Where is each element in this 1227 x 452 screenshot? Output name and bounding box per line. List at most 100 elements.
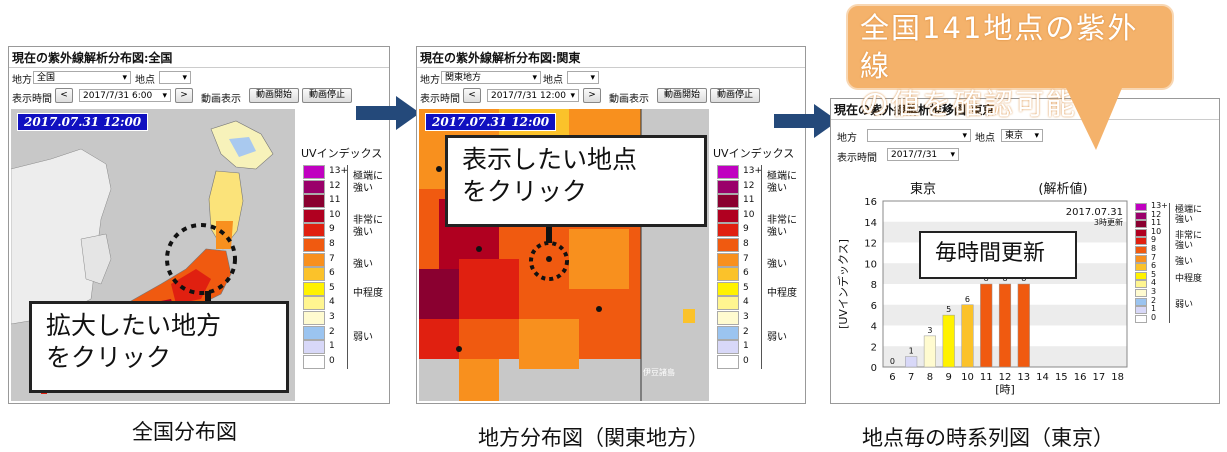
bar [961, 304, 974, 368]
legend-value-label: 8 [329, 239, 335, 249]
uv-legend: UVインデックス 13+ 12 11 10 9 8 7 6 5 4 3 2 1 0 極端に 強い 非常に 強い… [299, 143, 389, 403]
legend-level-very-strong: 非常に 強い [353, 214, 383, 238]
animation-start-button[interactable]: 動画開始 [249, 88, 299, 103]
chart-date: 2017.07.31 [1066, 207, 1123, 218]
legend-swatch [717, 165, 739, 180]
point-select-value: 東京 [1005, 131, 1024, 141]
legend-swatch [1135, 263, 1147, 272]
legend-swatch [303, 325, 325, 340]
y-tick-label: 2 [871, 342, 877, 353]
chevron-down-icon: ▾ [162, 91, 167, 101]
x-tick-label: 17 [1092, 372, 1105, 383]
national-map-panel: 現在の紫外線解析分布図:全国 地方 全国 ▾ 地点 ▾ 表示時間 < 2017/7… [8, 46, 390, 404]
chevron-down-icon: ▾ [122, 73, 127, 83]
animation-label: 動画表示 [609, 94, 649, 105]
callout-line: 毎時間更新 [935, 241, 1046, 266]
point-select[interactable]: 東京 ▾ [1001, 129, 1043, 142]
legend-value-label: 13+ [743, 166, 762, 176]
panel-header: 現在の紫外線解析分布図:全国 [9, 47, 389, 68]
bar-value-label: 5 [946, 305, 951, 314]
chart-subtitle: (解析値) [1038, 181, 1087, 197]
legend-level-moderate: 中程度 [353, 287, 383, 299]
legend-swatch [303, 281, 325, 296]
animation-stop-button[interactable]: 動画停止 [302, 88, 352, 103]
bar [1017, 283, 1030, 368]
legend-value-label: 7 [329, 253, 335, 264]
legend-swatch [303, 238, 325, 253]
y-tick-label: 10 [864, 259, 877, 270]
y-tick-label: 14 [864, 218, 877, 229]
bar-value-label: 0 [890, 357, 895, 366]
region-label: 地方 [12, 75, 32, 86]
chevron-down-icon: ▾ [590, 73, 595, 83]
legend-swatch [717, 354, 739, 369]
legend-swatch [1135, 203, 1147, 212]
chart-title: 東京 [910, 181, 936, 197]
prev-time-button[interactable]: < [463, 88, 481, 103]
animation-start-button[interactable]: 動画開始 [657, 88, 707, 103]
x-tick-label: 12 [999, 372, 1012, 383]
legend-level-very-strong: 非常に 強い [767, 214, 797, 238]
timestamp-label: 2017.07.31 12:00 [425, 113, 557, 131]
prev-time-button[interactable]: < [55, 88, 73, 103]
legend-value-label: 2 [329, 326, 335, 337]
region-label: 地方 [837, 133, 857, 144]
time-label: 表示時間 [837, 153, 877, 164]
legend-level-strong: 強い [767, 258, 787, 270]
legend-value-label: 12 [743, 180, 755, 191]
japan-uv-map[interactable]: 2017.07.31 12:00 [11, 109, 295, 401]
legend-swatch [1135, 220, 1147, 229]
legend-title: UVインデックス [301, 147, 383, 160]
animation-stop-button[interactable]: 動画停止 [710, 88, 760, 103]
point-select[interactable]: ▾ [159, 71, 191, 84]
legend-level-weak: 弱い [1175, 299, 1194, 310]
x-tick-label: 11 [980, 372, 993, 383]
y-tick-label: 0 [871, 363, 877, 374]
legend-swatch [303, 179, 325, 194]
next-time-button[interactable]: > [583, 88, 601, 103]
chevron-down-icon: ▾ [1034, 131, 1039, 141]
next-time-button[interactable]: > [175, 88, 193, 103]
caption-kanto: 地方分布図（関東地方） [478, 426, 709, 450]
legend-swatch [717, 296, 739, 311]
bar-value-label: 1 [909, 347, 914, 356]
legend-level-strong: 強い [1175, 256, 1194, 267]
legend-value-label: 1 [1151, 304, 1157, 314]
legend-level-extreme: 極端に 強い [1175, 205, 1203, 225]
legend-swatch [303, 252, 325, 267]
legend-swatch [1135, 280, 1147, 289]
region-select[interactable]: 関東地方 ▾ [441, 71, 541, 84]
legend-bracket [1169, 203, 1170, 324]
legend-value-label: 12 [1151, 209, 1162, 219]
region-select[interactable]: ▾ [867, 129, 971, 142]
timeseries-panel: 現在の紫外線解析推移図:東京 地方 ▾ 地点 東京 ▾ 表示時間 2017/7/3… [830, 98, 1220, 404]
arrow-right-icon [356, 96, 420, 130]
region-select[interactable]: 全国 ▾ [33, 71, 131, 84]
legend-value-label: 11 [329, 195, 341, 206]
legend-value-label: 11 [1151, 218, 1162, 228]
summary-callout-line: の値を確認可能 [860, 87, 1078, 121]
uv-timeseries-chart: 東京 (解析値)2017.07.313時更新0246810121416607183… [836, 181, 1128, 396]
legend-swatch [717, 194, 739, 209]
legend-swatch [1135, 289, 1147, 298]
legend-value-label: 1 [743, 341, 749, 352]
bar [998, 283, 1012, 368]
legend-level-moderate: 中程度 [1175, 273, 1203, 284]
date-select[interactable]: 2017/7/31 ▾ [887, 148, 959, 161]
legend-swatch [303, 267, 325, 282]
arrow-right-icon [774, 104, 838, 138]
legend-value-label: 0 [743, 355, 749, 366]
point-select[interactable]: ▾ [567, 71, 599, 84]
callout-line: をクリック [462, 177, 588, 206]
legend-value-label: 7 [1151, 252, 1157, 262]
y-axis-label: [UVインデックス] [836, 239, 850, 329]
legend-swatch [717, 223, 739, 238]
legend-level-very-strong: 非常に 強い [1175, 230, 1203, 251]
legend-value-label: 0 [329, 355, 335, 366]
legend-title: UVインデックス [713, 147, 795, 160]
time-select[interactable]: 2017/7/31 12:00 ▾ [487, 89, 579, 102]
time-select[interactable]: 2017/7/31 6:00 ▾ [79, 89, 171, 102]
date-select-value: 2017/7/31 [891, 150, 938, 160]
x-tick-label: 7 [908, 372, 914, 383]
bar [980, 283, 993, 368]
